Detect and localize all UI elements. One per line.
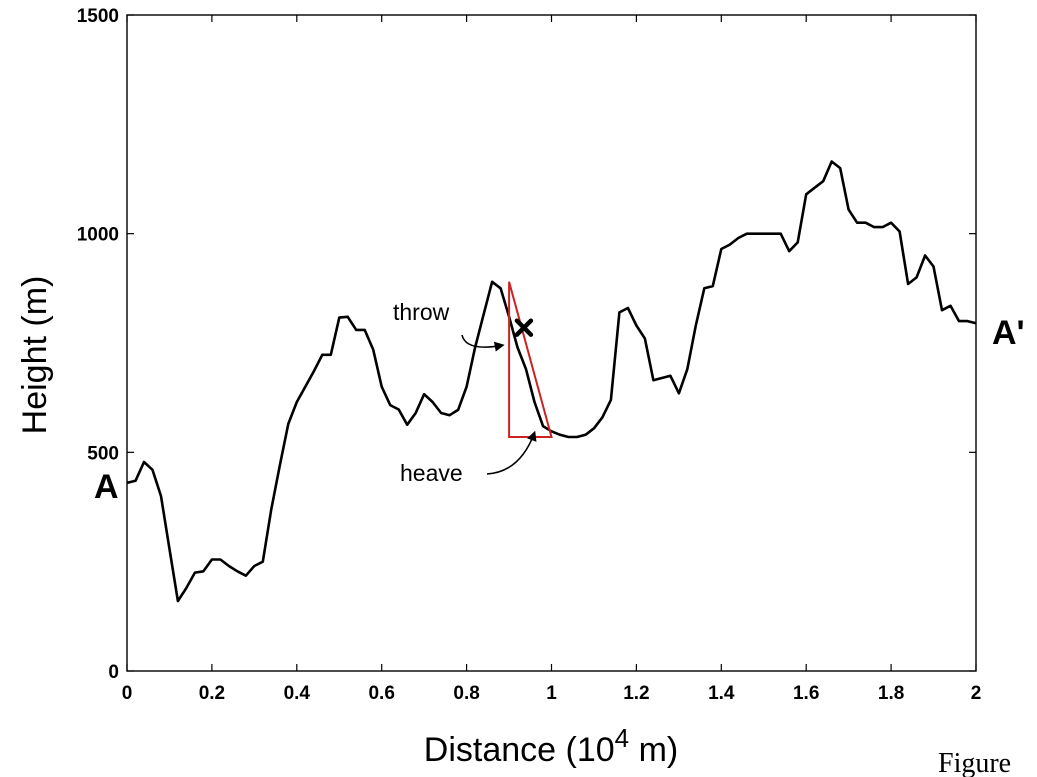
endpoint-label-end: A' [992,314,1025,352]
x-tick-label: 1.8 [878,683,904,704]
y-tick-label: 0 [108,662,119,683]
y-axis-title: Height (m) [16,276,54,435]
figure-caption: Figure [938,748,1011,777]
x-axis-title-exponent: 4 [615,723,629,753]
endpoint-label-start: A [94,468,119,506]
x-tick-label: 0.8 [453,683,479,704]
elevation-profile-line [126,160,977,603]
x-axis-title-main: Distance (10 [424,731,615,769]
x-tick-label: 2 [971,683,982,704]
y-tick-label: 500 [87,443,119,464]
x-tick-label: 0.6 [368,683,394,704]
annotation-heave-arrow [486,430,537,475]
x-tick-label: 1.4 [708,683,735,704]
x-axis-title: Distance (104 m) [424,723,678,769]
plot-frame [126,14,977,672]
x-tick-label: 1 [546,683,557,704]
x-tick-label: 0.2 [199,683,225,704]
annotation-throw-arrow [461,334,505,352]
x-tick-label: 0 [122,683,133,704]
x-tick-label: 1.2 [623,683,649,704]
annotation-heave-label: heave [400,460,463,486]
y-tick-label: 1500 [77,6,119,27]
annotation-throw-label: throw [393,299,450,325]
y-tick-label: 1000 [77,225,119,246]
x-tick-label: 0.4 [284,683,311,704]
fault-point-marker [514,318,534,337]
throw-heave-triangle [508,281,553,438]
x-axis-title-unit: m) [629,731,678,769]
x-tick-label: 1.6 [793,683,819,704]
